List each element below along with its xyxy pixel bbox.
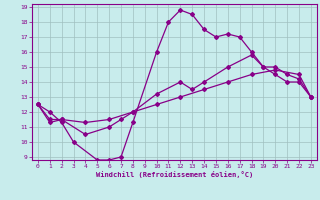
X-axis label: Windchill (Refroidissement éolien,°C): Windchill (Refroidissement éolien,°C) <box>96 171 253 178</box>
